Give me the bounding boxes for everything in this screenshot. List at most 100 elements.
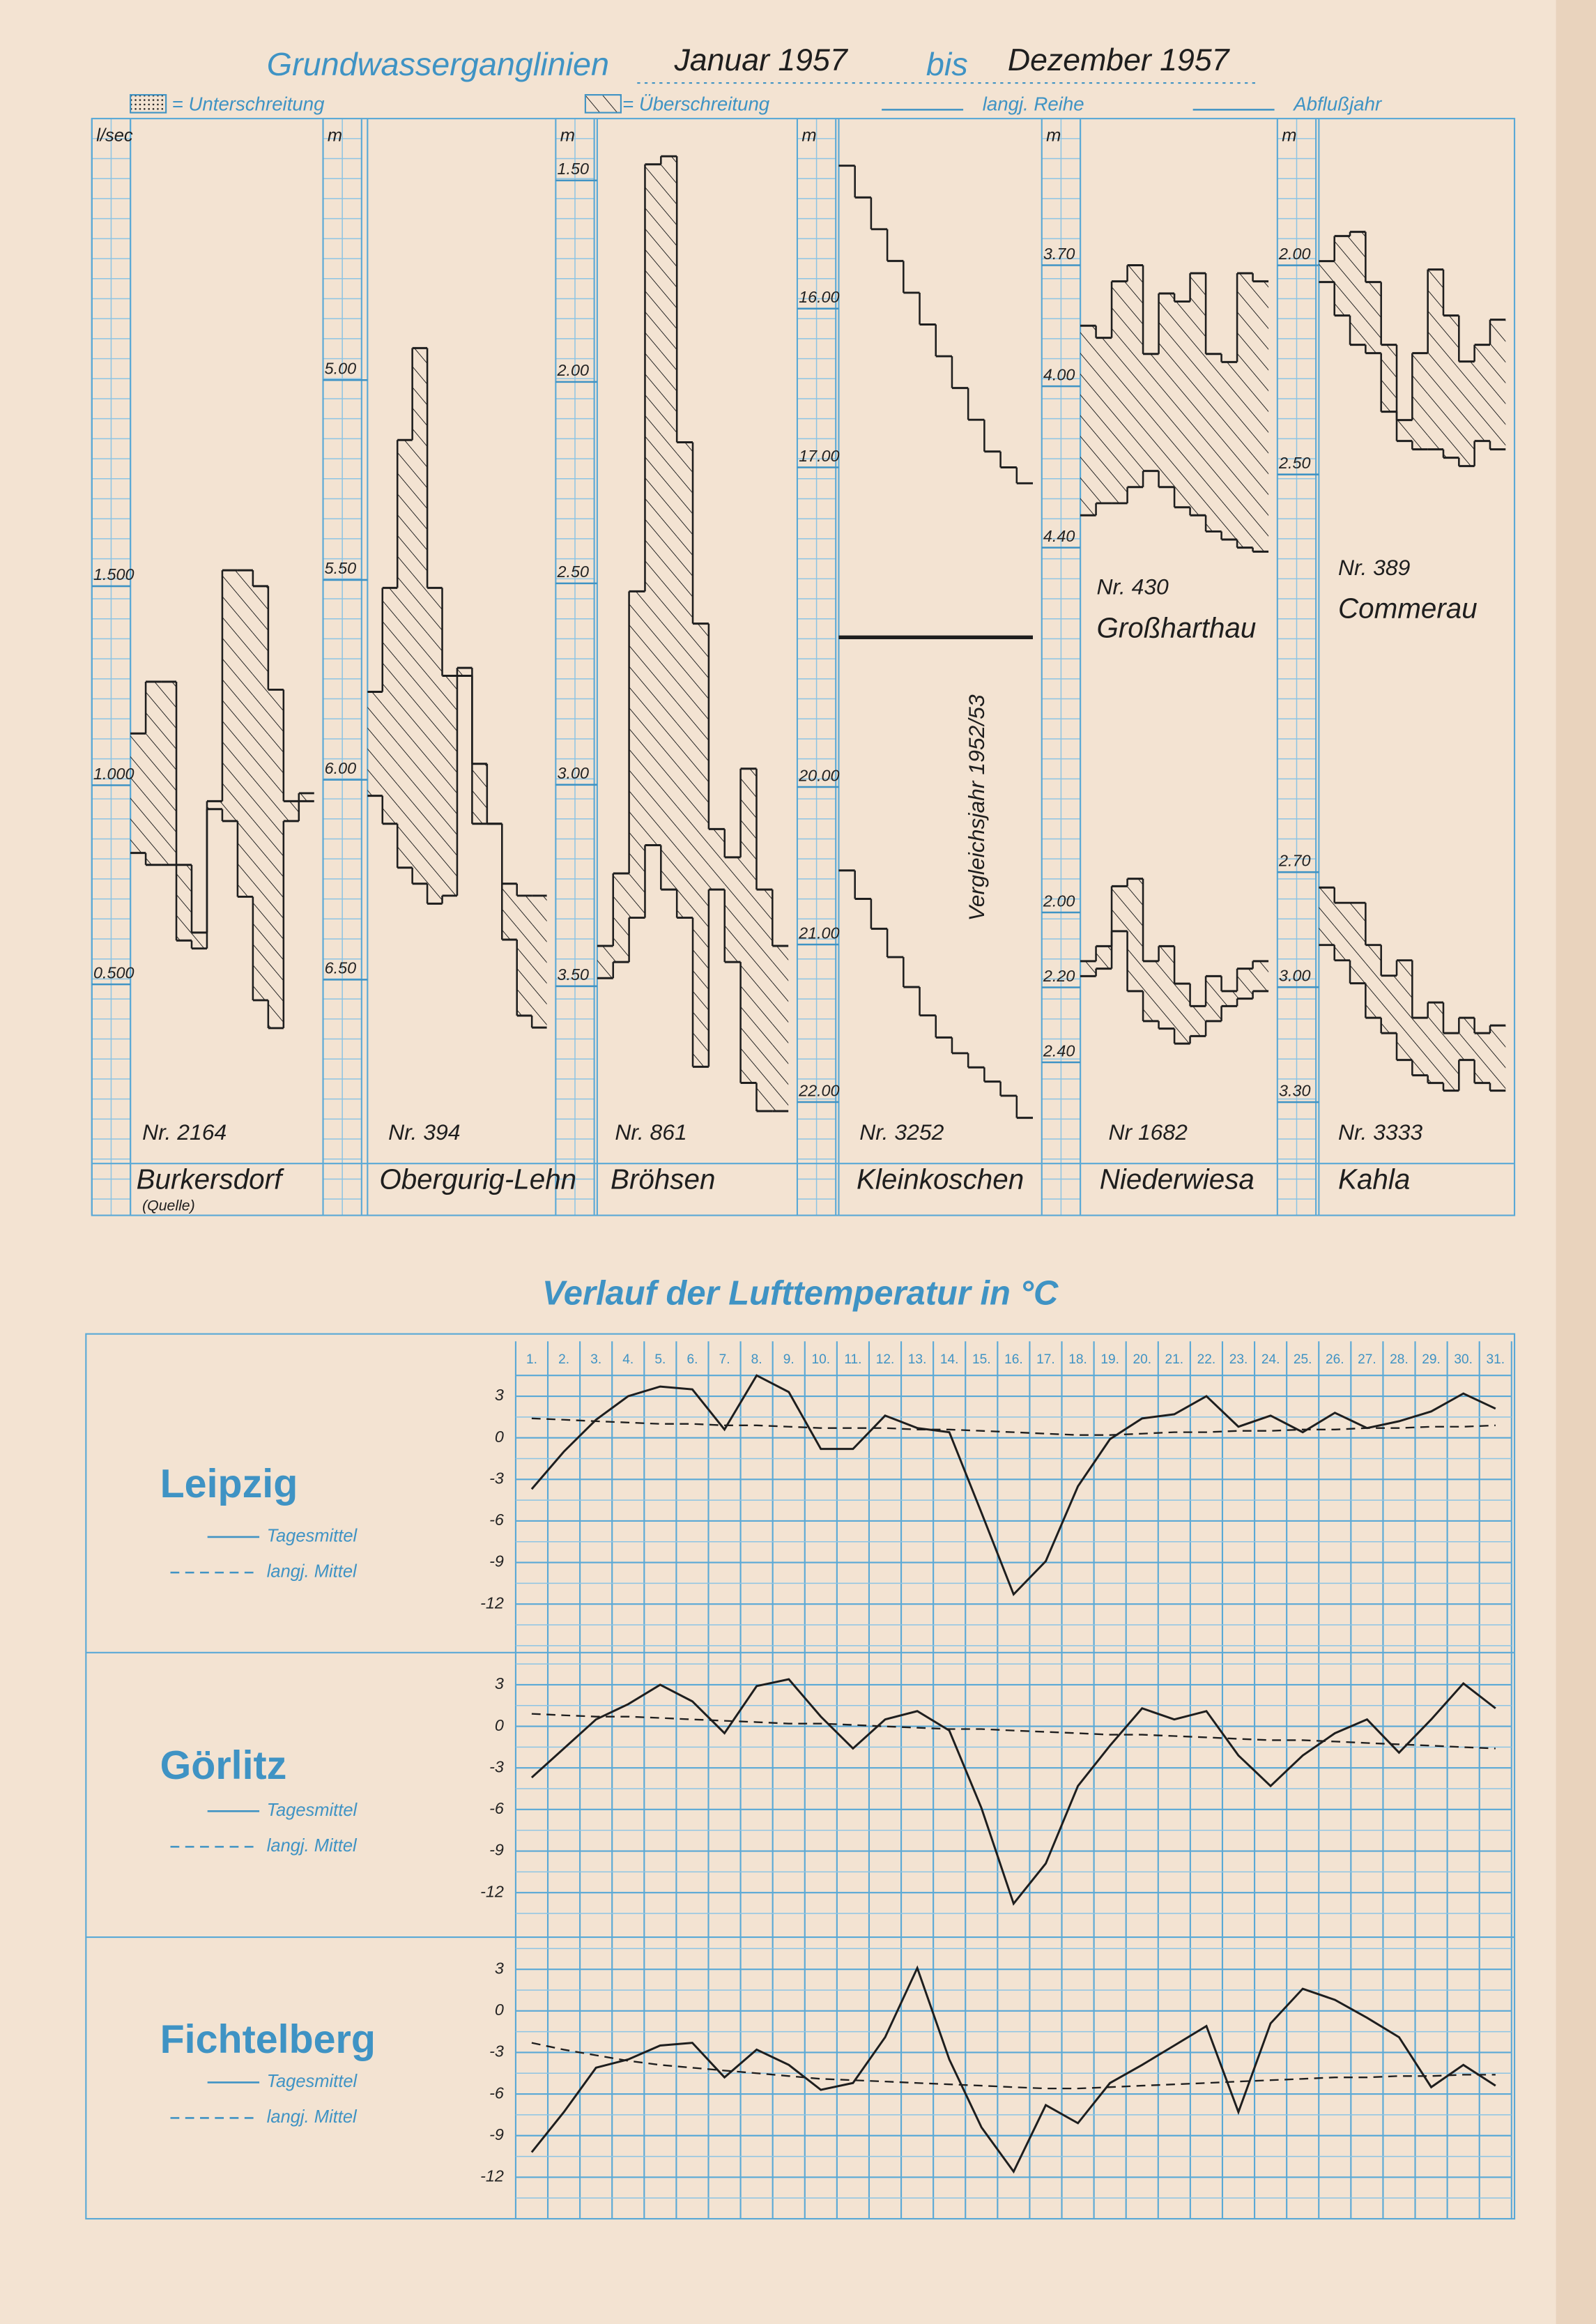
hatched-area	[1334, 236, 1351, 316]
station-name: Görlitz	[160, 1743, 287, 1788]
day-label: 29.	[1422, 1352, 1441, 1367]
legend-swatch-over	[584, 94, 622, 114]
panel-note: Vergleichsjahr 1952/53	[964, 694, 989, 921]
hatched-area	[1237, 968, 1253, 999]
hatched-area	[456, 668, 473, 676]
header-title: Grundwasserganglinien	[267, 46, 609, 82]
hatched-area	[597, 946, 613, 979]
hatched-area	[1127, 265, 1144, 487]
hatched-area	[1427, 1002, 1443, 1083]
hatched-area	[237, 570, 253, 897]
hatched-area	[645, 164, 661, 846]
hatched-area	[1365, 282, 1381, 353]
hatched-area	[1489, 319, 1506, 450]
y-tick-label: 3.00	[1279, 966, 1311, 984]
day-label: 10.	[812, 1352, 831, 1367]
hatched-area	[442, 675, 457, 896]
hatched-area	[740, 768, 757, 1083]
y-tick-label: 0	[495, 1428, 504, 1446]
day-label: 4.	[622, 1352, 634, 1367]
hatched-area	[1474, 344, 1490, 441]
y-tick-label: 6.00	[325, 759, 357, 777]
y-tick-label: -6	[489, 1799, 504, 1817]
hatched-area	[1252, 281, 1269, 552]
day-label: 15.	[972, 1352, 991, 1367]
panel-name: Kahla	[1338, 1163, 1410, 1195]
header-from: Januar 1957	[673, 43, 848, 77]
panel-name: Kleinkoschen	[857, 1163, 1024, 1195]
panel-number: Nr. 861	[615, 1119, 686, 1145]
day-label: 16.	[1004, 1352, 1023, 1367]
y-tick-label: -12	[480, 2167, 504, 2185]
day-label: 23.	[1229, 1352, 1248, 1367]
hatched-area	[1221, 362, 1238, 540]
y-tick-label: -3	[489, 2042, 504, 2061]
day-label: 30.	[1454, 1352, 1473, 1367]
y-tick-label: 5.50	[325, 559, 357, 577]
y-tick-label: 2.50	[1278, 454, 1311, 472]
hatched-area	[222, 570, 238, 821]
y-tick-label: 2.20	[1043, 967, 1075, 985]
panel-note: (Quelle)	[142, 1197, 195, 1214]
hatched-area	[1237, 273, 1253, 548]
temperature-title: Verlauf der Lufttemperatur in °C	[542, 1274, 1059, 1312]
day-label: 28.	[1390, 1352, 1409, 1367]
station-name: Leipzig	[160, 1462, 298, 1506]
y-tick-label: 6.50	[325, 959, 357, 977]
legend-label: Tagesmittel	[267, 2072, 358, 2091]
y-tick-label: -6	[489, 2084, 504, 2102]
day-label: 12.	[876, 1352, 895, 1367]
legend-long: langj. Reihe	[983, 93, 1084, 114]
day-label: 17.	[1036, 1352, 1055, 1367]
panel-name: Burkersdorf	[137, 1163, 284, 1195]
hatched-area	[1443, 315, 1459, 458]
daily-line	[530, 1678, 1496, 1906]
day-label: 3.	[590, 1352, 601, 1367]
axis-unit: l/sec	[96, 125, 133, 145]
day-label: 8.	[751, 1352, 762, 1367]
mean-line	[531, 1713, 1496, 1750]
hatched-area	[206, 801, 222, 809]
day-label: 18.	[1068, 1352, 1087, 1367]
hatched-area	[1459, 361, 1475, 466]
hatched-area	[613, 873, 629, 963]
hatched-area	[191, 932, 207, 949]
y-tick-label: -9	[489, 2125, 504, 2143]
hatched-area	[1206, 976, 1222, 1021]
y-tick-label: 3	[495, 1959, 504, 1977]
y-tick-label: 2.00	[1043, 892, 1075, 910]
hatched-area	[1206, 353, 1222, 532]
hatched-area	[1459, 1018, 1475, 1060]
day-label: 5.	[654, 1352, 666, 1367]
day-label: 27.	[1358, 1352, 1376, 1367]
legend-label: Tagesmittel	[267, 1527, 358, 1546]
day-label: 11.	[844, 1352, 861, 1367]
y-tick-label: 2.70	[1278, 851, 1311, 869]
hatched-area	[772, 946, 789, 1111]
axis-unit: m	[328, 125, 342, 145]
hatched-area	[1443, 1033, 1459, 1091]
hatched-area	[1174, 984, 1190, 1044]
hatched-area	[283, 801, 299, 821]
hatched-area	[1127, 878, 1144, 991]
y-tick-label: 1.50	[557, 160, 589, 178]
hatched-area	[1190, 273, 1206, 516]
day-label: 9.	[783, 1352, 795, 1367]
hatched-area	[1427, 269, 1443, 450]
y-tick-label: 3.30	[1279, 1081, 1311, 1099]
y-tick-label: 3	[495, 1386, 504, 1404]
y-tick-label: -9	[489, 1552, 504, 1570]
y-tick-label: 3	[495, 1674, 504, 1692]
panel-number: Nr. 389	[1338, 555, 1411, 580]
day-label: 6.	[686, 1352, 698, 1367]
day-label: 26.	[1326, 1352, 1344, 1367]
daily-line	[530, 1965, 1496, 2174]
legend-swatch-under	[130, 94, 167, 114]
y-tick-label: 17.00	[799, 447, 840, 465]
y-tick-label: 1.500	[93, 565, 135, 583]
hatched-area	[252, 586, 268, 1000]
y-tick-label: 3.70	[1043, 245, 1075, 263]
y-tick-label: 2.00	[1278, 245, 1311, 263]
y-tick-label: 5.00	[325, 360, 357, 378]
